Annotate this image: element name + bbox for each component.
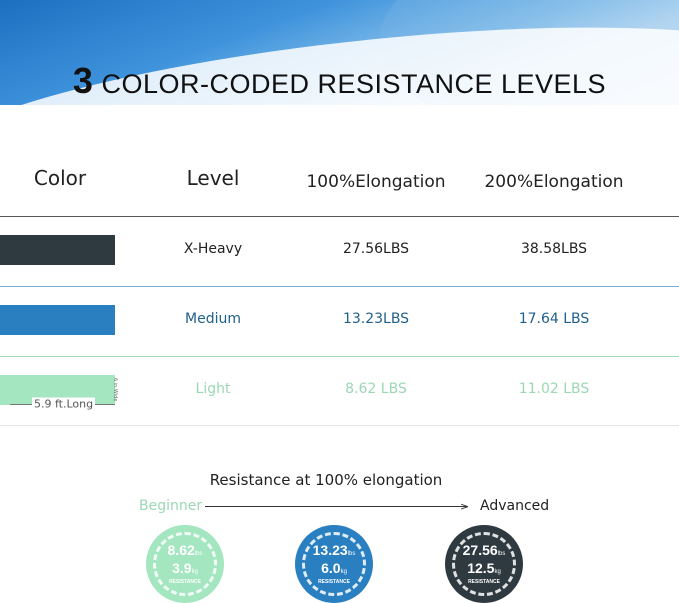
resistance-badge: 27.56lbs 12.5kg RESISTANCE [445,525,523,603]
level-cell: X-Heavy [183,241,243,257]
e200-cell: 38.58LBS [520,241,588,257]
divider [0,216,679,217]
e200-cell: 17.64 LBS [518,311,590,327]
length-label: 5.9 ft.Long [32,397,96,411]
header-banner [0,0,679,105]
e100-cell: 13.23LBS [342,311,410,327]
e100-cell: 8.62 LBS [345,381,407,397]
header-level: Level [186,166,240,190]
title-number: 3 [72,60,94,101]
scale-start: Beginner [139,498,203,514]
resistance-badge: 8.62lbs 3.9kg RESISTANCE [146,525,224,603]
divider [0,286,679,287]
header-200: 200%Elongation [484,172,624,192]
color-swatch [0,305,115,335]
level-cell: Light [195,381,231,397]
resistance-badge: 13.23lbs 6.0kg RESISTANCE [295,525,373,603]
header-color: Color [33,166,87,190]
e100-cell: 27.56LBS [342,241,410,257]
scale-end: Advanced [480,498,550,514]
level-cell: Medium [185,311,241,327]
arrow-line [205,506,467,507]
e200-cell: 11.02 LBS [518,381,590,397]
divider [0,425,679,426]
title-text: COLOR-CODED RESISTANCE LEVELS [101,69,607,99]
color-swatch [0,235,115,265]
page-title: 3 COLOR-CODED RESISTANCE LEVELS [0,60,679,102]
arrow-head-icon: > [460,500,470,513]
scale-title: Resistance at 100% elongation [209,471,443,489]
divider [0,356,679,357]
width-label: 6 in.Wide [112,378,118,402]
header-100: 100%Elongation [306,172,446,192]
